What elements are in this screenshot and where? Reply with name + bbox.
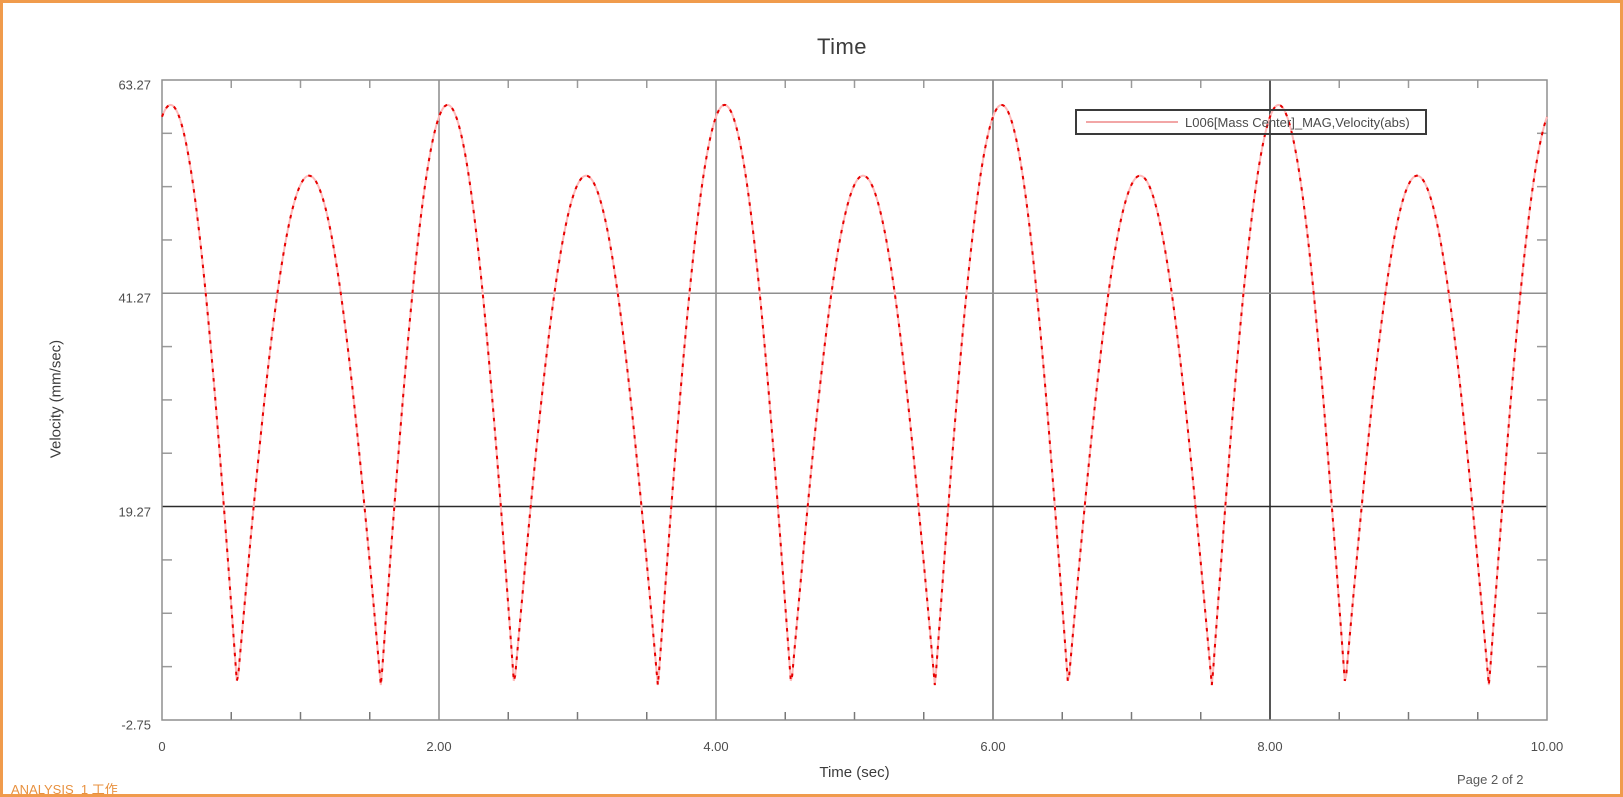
legend-box: L006[Mass Center]_MAG,Velocity(abs): [1075, 109, 1427, 135]
x-tick-label-10.00: 10.00: [1530, 739, 1564, 754]
y-tick-label-63.27: 63.27: [118, 77, 151, 93]
series-curve-underlay: [161, 103, 1548, 686]
x-tick-label-6.00: 6.00: [980, 739, 1006, 754]
y-axis-title: Velocity (mm/sec): [47, 339, 65, 459]
x-tick-label-4.00: 4.00: [703, 739, 729, 754]
x-tick-label-2.00: 2.00: [426, 739, 452, 754]
y-tick-label-41.27: 41.27: [118, 290, 151, 306]
x-tick-label-8.00: 8.00: [1257, 739, 1283, 754]
legend-series-label: L006[Mass Center]_MAG,Velocity(abs): [1185, 114, 1410, 130]
legend-line-sample-icon: [1086, 121, 1178, 123]
plot-area: [161, 79, 1548, 721]
x-tick-label-0: 0: [158, 739, 166, 754]
page-indicator: Page 2 of 2: [1457, 772, 1524, 787]
x-axis-title: Time (sec): [819, 764, 890, 781]
plot-border: [161, 79, 1548, 721]
chart-title: Time: [816, 34, 868, 59]
series-curve: [161, 103, 1548, 686]
analysis-name-label: ANALYSIS_1 工作: [11, 782, 118, 797]
y-tick-label--2.75: -2.75: [121, 717, 151, 733]
y-tick-label-19.27: 19.27: [118, 504, 151, 520]
